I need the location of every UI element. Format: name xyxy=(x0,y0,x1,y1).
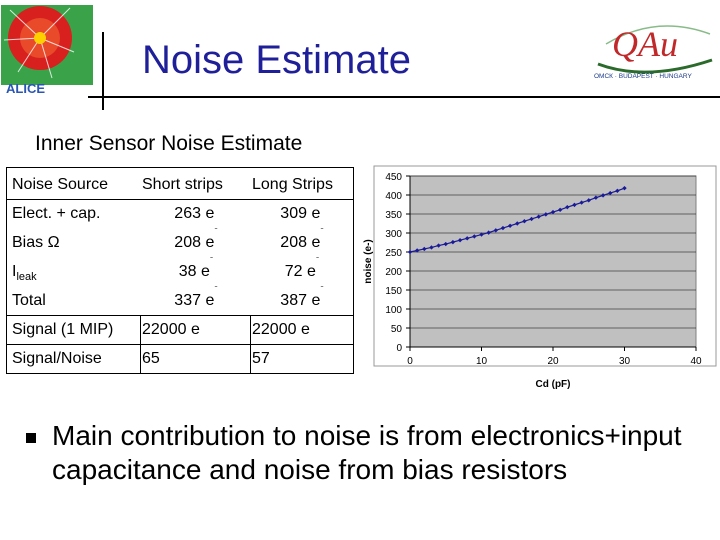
institute-logo-letters: QAu xyxy=(612,24,678,64)
data-point xyxy=(465,236,470,241)
data-point xyxy=(479,232,484,237)
data-point xyxy=(450,239,456,245)
data-point xyxy=(429,245,434,250)
row-label: Ileak xyxy=(12,263,37,284)
table-row: Bias Ω 208 e- 208 e- xyxy=(7,228,353,257)
data-point xyxy=(486,230,491,235)
y-tick-label: 350 xyxy=(385,210,402,221)
y-tick-label: 450 xyxy=(385,172,402,183)
data-point xyxy=(443,241,448,247)
header-vertical-rule xyxy=(102,32,104,110)
table-title: Inner Sensor Noise Estimate xyxy=(35,132,303,155)
short-strip-value: 337 e- xyxy=(174,286,218,309)
noise-table: Noise Source Short strips Long Strips El… xyxy=(6,167,354,374)
y-tick-label: 400 xyxy=(385,191,402,202)
short-strip-value: 208 e- xyxy=(174,228,218,251)
row-label: Signal/Noise xyxy=(12,350,102,367)
y-axis-label: noise (e-) xyxy=(363,239,374,283)
table-row: Total 337 e- 387 e- xyxy=(7,286,353,315)
data-point xyxy=(414,248,420,253)
data-point xyxy=(422,246,427,252)
short-strip-value: 38 e- xyxy=(178,257,214,280)
short-strip-value: 65 xyxy=(142,350,160,367)
x-tick-label: 20 xyxy=(547,356,559,367)
header-cell: Long Strips xyxy=(252,176,333,193)
data-point xyxy=(493,228,498,233)
y-tick-label: 200 xyxy=(385,267,402,278)
table-header-row: Noise Source Short strips Long Strips xyxy=(7,170,353,199)
alice-logo-text: ALICE xyxy=(6,81,45,96)
bullet-marker xyxy=(26,433,36,443)
table-row: Elect. + cap. 263 e- 309 e- xyxy=(7,199,353,228)
y-tick-label: 250 xyxy=(385,248,402,259)
header-horizontal-rule xyxy=(88,96,720,98)
row-divider xyxy=(7,199,353,200)
row-divider xyxy=(7,344,353,345)
short-strip-value: 263 e- xyxy=(174,199,218,222)
long-strip-value: 72 e- xyxy=(284,257,320,280)
data-point xyxy=(407,249,413,255)
x-axis-label: Cd (pF) xyxy=(536,379,571,390)
x-tick-label: 10 xyxy=(476,356,488,367)
y-tick-label: 50 xyxy=(391,324,403,335)
row-label: Signal (1 MIP) xyxy=(12,321,114,338)
long-strip-value: 57 xyxy=(252,350,270,367)
data-point xyxy=(436,243,441,248)
data-point xyxy=(550,209,556,215)
y-tick-label: 0 xyxy=(396,343,402,354)
alice-logo: ALICE xyxy=(1,5,93,96)
y-tick-label: 300 xyxy=(385,229,402,240)
header-cell: Noise Source xyxy=(12,176,109,193)
column-divider xyxy=(250,315,251,373)
institute-logo-tagline: ОМСК · BUDAPEST · HUNGARY xyxy=(594,73,692,80)
row-label: Total xyxy=(12,292,46,309)
institute-logo: QAu ОМСК · BUDAPEST · HUNGARY xyxy=(594,24,713,80)
data-point xyxy=(472,234,477,239)
noise-vs-capacitance-chart: 0 50 100 150 200 250 300 350 400 450 0 10 20 30 40 Cd (… xyxy=(363,165,717,390)
column-divider xyxy=(140,315,141,373)
table-row: Ileak 38 e- 72 e- xyxy=(7,257,353,286)
x-tick-label: 30 xyxy=(619,356,631,367)
data-point xyxy=(586,198,591,203)
data-point xyxy=(622,185,627,191)
header-cell: Short strips xyxy=(142,176,223,193)
data-point xyxy=(515,221,520,226)
data-point xyxy=(457,238,463,243)
data-point xyxy=(507,223,513,228)
plot-area xyxy=(409,175,697,348)
long-strip-value: 22000 e- xyxy=(252,315,314,338)
x-tick-label: 0 xyxy=(407,356,413,367)
short-strip-value: 22000 e- xyxy=(142,315,204,338)
long-strip-value: 387 e- xyxy=(280,286,324,309)
x-tick-label: 40 xyxy=(690,356,702,367)
bullet-text: Main contribution to noise is from elect… xyxy=(52,420,682,485)
table-row: Signal (1 MIP) 22000 e- 22000 e- xyxy=(7,315,353,344)
row-divider xyxy=(7,315,353,316)
page-title: Noise Estimate xyxy=(142,38,411,82)
table-row: Signal/Noise 65 57 xyxy=(7,344,353,373)
long-strip-value: 309 e- xyxy=(280,199,324,222)
data-point xyxy=(500,225,506,231)
row-label: Bias Ω xyxy=(12,234,60,251)
long-strip-value: 208 e- xyxy=(280,228,324,251)
y-tick-label: 150 xyxy=(385,286,402,297)
data-point xyxy=(615,188,620,194)
row-label: Elect. + cap. xyxy=(12,205,101,222)
y-tick-label: 100 xyxy=(385,305,402,316)
